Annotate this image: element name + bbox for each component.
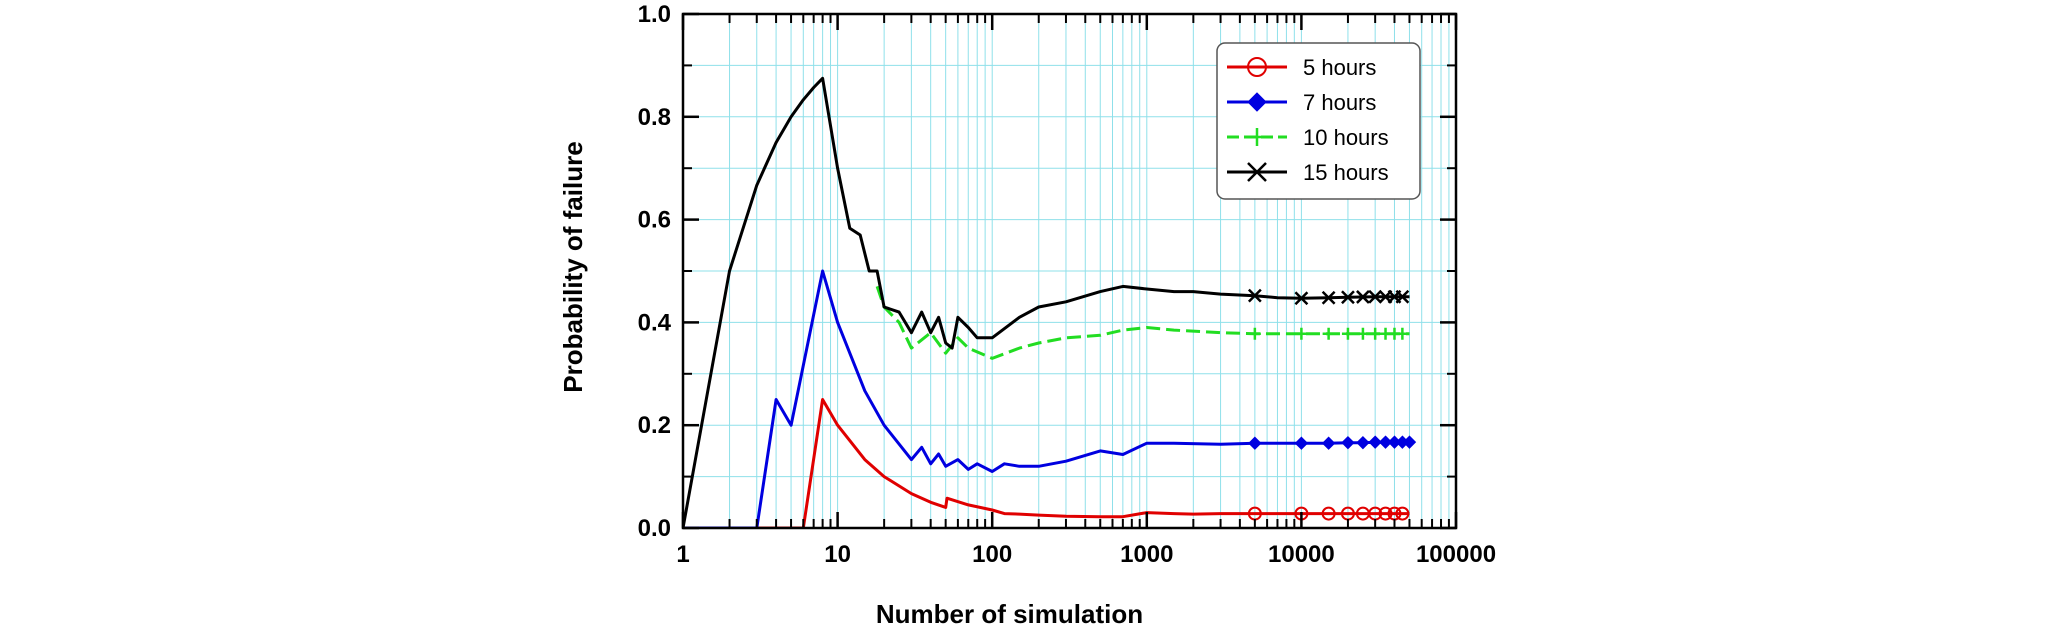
x-tick-label: 100000 (1416, 541, 1496, 568)
legend-label: 10 hours (1303, 125, 1389, 150)
legend-box (1216, 42, 1421, 200)
legend-item: 10 hours (1227, 125, 1389, 150)
series-group (683, 76, 1417, 528)
series-2 (875, 285, 1410, 360)
data-point (1295, 327, 1308, 340)
legend-label: 7 hours (1303, 90, 1376, 115)
data-point (1368, 289, 1383, 304)
data-point (1247, 288, 1262, 303)
y-tick-label: 0.2 (638, 412, 671, 439)
data-point (1369, 327, 1382, 340)
data-point (1248, 327, 1261, 340)
x-axis-label: Number of simulation (876, 599, 1143, 628)
data-point (1321, 506, 1336, 521)
data-point (1378, 435, 1393, 449)
legend-item: 7 hours (1227, 90, 1376, 115)
legend: 5 hours 7 hours 10 hours 15 hours (1216, 42, 1421, 200)
legend-marker (1247, 92, 1267, 112)
legend-label: 15 hours (1303, 160, 1389, 185)
data-point (1396, 327, 1409, 340)
legend-marker (1247, 57, 1267, 77)
data-point (1341, 435, 1355, 450)
y-tick-label: 1.0 (638, 1, 671, 28)
y-axis-label: Probability of failure (558, 141, 588, 392)
x-tick-label: 10 (824, 541, 851, 568)
legend-marker (1247, 162, 1267, 182)
data-point (1294, 291, 1309, 306)
x-tick-label: 1 (676, 541, 689, 568)
y-tick-label: 0.0 (638, 515, 671, 542)
legend-marker (1248, 128, 1266, 146)
x-tick-label: 1000 (1120, 541, 1173, 568)
y-tick-label: 0.6 (638, 207, 671, 234)
y-tick-label: 0.8 (638, 104, 671, 131)
y-tick-label: 0.4 (638, 309, 672, 336)
data-point (1321, 290, 1336, 305)
series-1 (683, 269, 1417, 528)
x-tick-label: 10000 (1268, 541, 1335, 568)
data-point (1321, 436, 1336, 450)
data-point (1356, 290, 1370, 304)
series-line (683, 398, 1410, 528)
legend-item: 15 hours (1227, 160, 1389, 185)
data-point (1341, 327, 1354, 340)
series-line (683, 76, 1410, 528)
data-point (1341, 290, 1355, 305)
data-point (1294, 436, 1309, 450)
series-3 (683, 76, 1410, 528)
legend-label: 5 hours (1303, 55, 1376, 80)
x-tick-label: 100 (972, 541, 1012, 568)
data-point (1378, 506, 1393, 521)
data-point (1395, 506, 1410, 521)
data-point (1368, 435, 1382, 449)
axes: 1 10 100 1000 10000 100000 0.0 0.2 0.4 0.6 0.8 1.0 N… (558, 1, 1496, 628)
data-point (1356, 435, 1370, 450)
data-point (1402, 435, 1417, 449)
series-0 (683, 398, 1410, 528)
legend-item: 5 hours (1227, 55, 1376, 80)
data-point (1356, 327, 1369, 340)
data-point (1322, 327, 1335, 340)
data-point (1395, 289, 1410, 304)
data-point (1248, 436, 1262, 450)
series-line (683, 269, 1410, 528)
